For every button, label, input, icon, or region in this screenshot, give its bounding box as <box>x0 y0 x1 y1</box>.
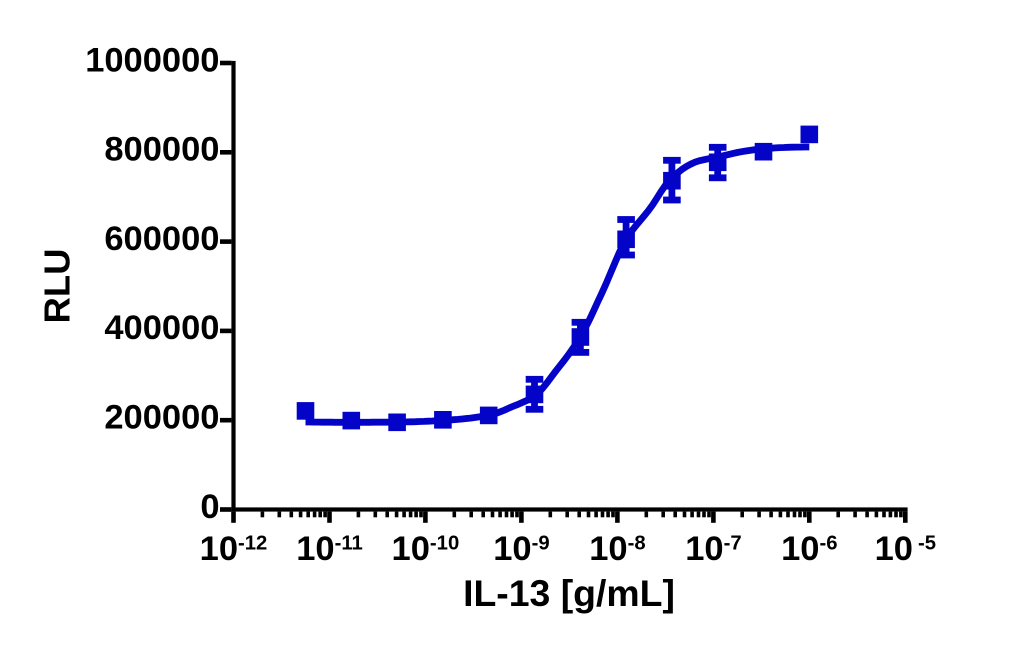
svg-text:800000: 800000 <box>104 131 219 169</box>
svg-text:10-11: 10-11 <box>296 530 363 568</box>
svg-text:1000000: 1000000 <box>85 41 219 79</box>
svg-text:400000: 400000 <box>104 309 219 347</box>
svg-text:600000: 600000 <box>104 220 219 258</box>
svg-text:10-10: 10-10 <box>392 530 460 568</box>
svg-text:0: 0 <box>200 488 219 526</box>
svg-text:200000: 200000 <box>104 399 219 437</box>
svg-text:10-7: 10-7 <box>685 530 741 568</box>
svg-text:RLU: RLU <box>36 248 77 323</box>
svg-text:IL-13 [g/mL]: IL-13 [g/mL] <box>463 572 675 614</box>
